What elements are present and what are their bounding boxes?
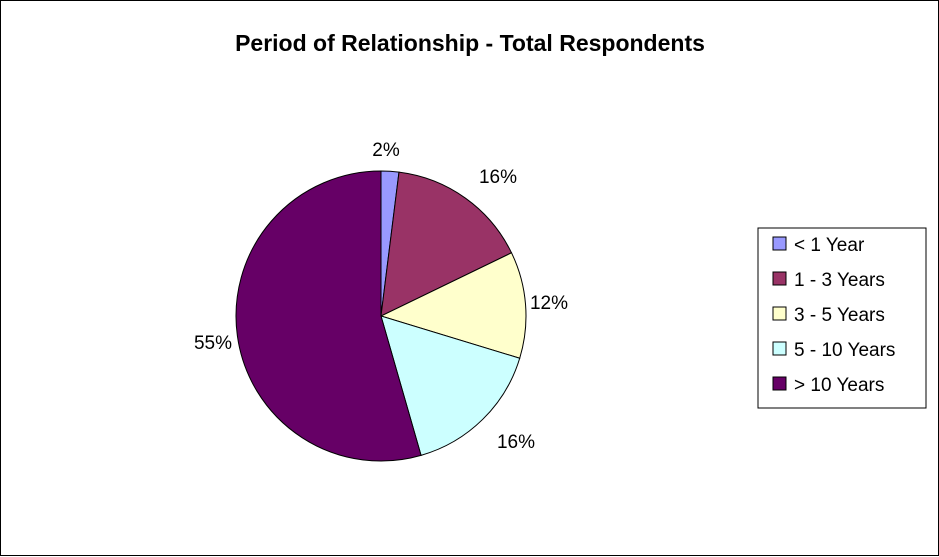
pie-slice-4 bbox=[380, 315, 521, 456]
data-label-3: 12% bbox=[530, 293, 568, 314]
legend-label-2: 1 - 3 Years bbox=[794, 270, 885, 291]
data-label-2: 16% bbox=[479, 167, 517, 188]
legend-label-3: 3 - 5 Years bbox=[794, 305, 885, 326]
legend-label-1: < 1 Year bbox=[794, 235, 865, 256]
legend-label-5: > 10 Years bbox=[794, 375, 884, 396]
pie-slices bbox=[235, 170, 527, 462]
data-labels: 2% 16% 12% 16% 55% bbox=[194, 140, 568, 453]
legend: < 1 Year 1 - 3 Years 3 - 5 Years 5 - 10 Yea… bbox=[757, 227, 927, 409]
data-label-4: 16% bbox=[497, 432, 535, 453]
legend-swatch-3 bbox=[772, 306, 787, 321]
chart-title: Period of Relationship - Total Responden… bbox=[235, 30, 705, 56]
pie-slice-2 bbox=[380, 171, 513, 317]
legend-swatch-2 bbox=[772, 271, 787, 286]
data-label-1: 2% bbox=[372, 140, 400, 161]
legend-swatch-4 bbox=[772, 341, 787, 356]
legend-swatch-1 bbox=[772, 236, 787, 251]
data-label-5: 55% bbox=[194, 333, 232, 354]
pie-slice-3 bbox=[379, 252, 527, 359]
pie-slice-5 bbox=[235, 170, 422, 462]
legend-label-4: 5 - 10 Years bbox=[794, 340, 895, 361]
legend-swatch-5 bbox=[772, 376, 787, 391]
